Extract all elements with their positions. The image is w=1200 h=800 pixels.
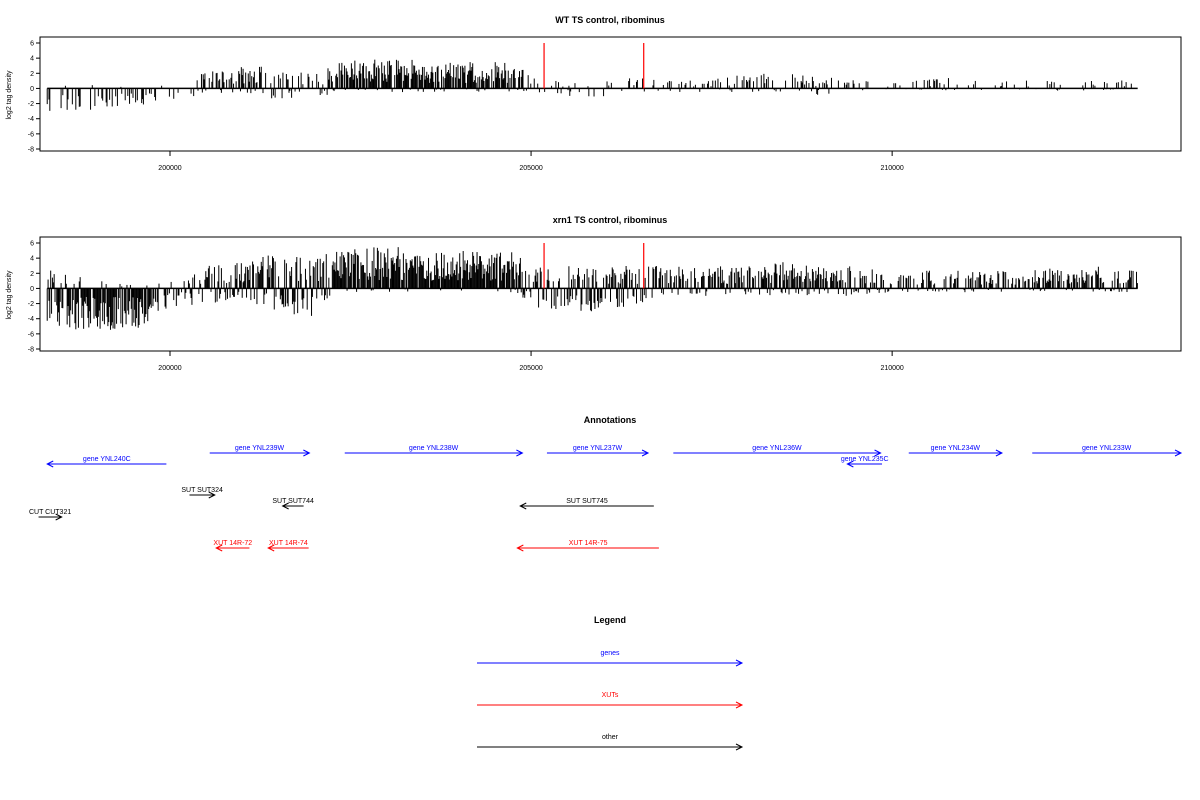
feature-arrow-head <box>516 544 524 552</box>
feature-arrow-head <box>519 502 527 510</box>
feature-xut: XUT 14R-74 <box>267 540 309 552</box>
feature-label: SUT SUT744 <box>272 498 314 505</box>
xrn1-y-tick-label: -4 <box>28 316 34 323</box>
feature-arrow-head <box>267 544 275 552</box>
xrn1-y-tick-label: -6 <box>28 331 34 338</box>
feature-arrow-head <box>1174 449 1183 457</box>
feature-arrow-head <box>46 460 54 468</box>
wt-x-tick-label: 210000 <box>880 165 903 172</box>
feature-label: XUT 14R-72 <box>213 540 252 547</box>
feature-gene: gene YNL234W <box>908 445 1004 457</box>
wt-highlights <box>543 43 645 89</box>
xrn1-plot-frame <box>39 236 1182 352</box>
legend-arrow-head <box>735 701 744 709</box>
xrn1-y-axis-label: log2 tag density <box>6 270 13 320</box>
feature-label: XUT 14R-74 <box>269 540 308 547</box>
legend-item: XUTs <box>477 692 744 709</box>
feature-label: gene YNL235C <box>841 456 889 463</box>
feature-label: SUT SUT745 <box>566 498 608 505</box>
legend-item: genes <box>477 650 744 667</box>
wt-y-tick-label: -4 <box>28 116 34 123</box>
wt-x-tick-label: 205000 <box>519 165 542 172</box>
legend-item: other <box>477 734 744 751</box>
wt-x-axis: 200000 205000 210000 <box>158 151 904 172</box>
legend-label: genes <box>600 650 620 657</box>
wt-y-tick-label: 4 <box>30 56 34 63</box>
legend-arrow-head <box>735 659 744 667</box>
feature-label: XUT 14R-75 <box>569 540 608 547</box>
feature-label: gene YNL240C <box>83 456 131 463</box>
feature-label: gene YNL234W <box>931 445 981 452</box>
xrn1-y-tick-label: 6 <box>30 241 34 248</box>
wt-y-tick-label: 0 <box>30 86 34 93</box>
feature-gene: gene YNL235C <box>841 456 889 468</box>
annotation-features: gene YNL240C gene YNL239W gene YNL238W gene… <box>29 445 1183 552</box>
xrn1-y-axis: 6 4 2 0 -2 -4 -6 -8 <box>28 241 40 354</box>
feature-label: gene YNL239W <box>235 445 285 452</box>
wt-panel-title: WT TS control, ribominus <box>555 15 665 25</box>
feature-other: CUT CUT321 <box>29 509 71 521</box>
feature-gene: gene YNL240C <box>46 456 167 468</box>
feature-arrow-head <box>55 513 63 521</box>
feature-other: SUT SUT744 <box>272 498 314 510</box>
wt-y-tick-label: 2 <box>30 71 34 78</box>
wt-y-tick-label: -2 <box>28 101 34 108</box>
wt-y-axis-label: log2 tag density <box>6 70 13 120</box>
feature-arrow-head <box>516 449 524 457</box>
xrn1-panel: xrn1 TS control, ribominus log2 tag dens… <box>6 215 1182 372</box>
xrn1-x-tick-label: 200000 <box>158 365 181 372</box>
xrn1-y-tick-label: 4 <box>30 256 34 263</box>
xrn1-panel-title: xrn1 TS control, ribominus <box>553 215 668 225</box>
xrn1-y-tick-label: 0 <box>30 286 34 293</box>
feature-arrow-head <box>846 460 854 468</box>
annotations-title: Annotations <box>584 415 637 425</box>
feature-arrow-head <box>208 491 216 499</box>
xrn1-bars <box>46 247 1138 330</box>
feature-label: gene YNL237W <box>573 445 623 452</box>
feature-arrow-head <box>303 449 311 457</box>
xrn1-y-tick-label: -8 <box>28 347 34 354</box>
wt-y-axis: 6 4 2 0 -2 -4 -6 -8 <box>28 41 40 154</box>
legend-panel: Legend genes XUTs other <box>477 615 744 751</box>
feature-xut: XUT 14R-75 <box>516 540 659 552</box>
feature-arrow-head <box>215 544 223 552</box>
xrn1-x-tick-label: 205000 <box>519 365 542 372</box>
feature-gene: gene YNL233W <box>1032 445 1183 457</box>
feature-gene: gene YNL238W <box>344 445 524 457</box>
feature-arrow-head <box>281 502 289 510</box>
feature-label: CUT CUT321 <box>29 509 71 516</box>
feature-label: gene YNL236W <box>752 445 802 452</box>
wt-panel: WT TS control, ribominus log2 tag densit… <box>6 15 1182 172</box>
wt-plot-frame <box>39 36 1182 152</box>
feature-label: gene YNL238W <box>409 445 459 452</box>
feature-label: gene YNL233W <box>1082 445 1132 452</box>
xrn1-highlights <box>543 243 645 289</box>
wt-y-tick-label: 6 <box>30 41 34 48</box>
wt-y-tick-label: -6 <box>28 131 34 138</box>
feature-gene: gene YNL239W <box>209 445 311 457</box>
xrn1-y-tick-label: 2 <box>30 271 34 278</box>
feature-arrow-head <box>641 449 650 457</box>
wt-bars <box>46 59 1138 111</box>
legend-label: XUTs <box>602 692 619 699</box>
feature-gene: gene YNL237W <box>546 445 650 457</box>
legend-label: other <box>602 734 619 741</box>
feature-other: SUT SUT745 <box>519 498 654 510</box>
feature-gene: gene YNL236W <box>673 445 882 457</box>
xrn1-y-tick-label: -2 <box>28 301 34 308</box>
legend-items: genes XUTs other <box>477 650 744 751</box>
feature-arrow-head <box>995 449 1004 457</box>
xrn1-x-tick-label: 210000 <box>880 365 903 372</box>
feature-label: SUT SUT324 <box>181 487 223 494</box>
legend-arrow-head <box>735 743 744 751</box>
feature-xut: XUT 14R-72 <box>213 540 252 552</box>
legend-title: Legend <box>594 615 626 625</box>
wt-x-tick-label: 200000 <box>158 165 181 172</box>
xrn1-x-axis: 200000 205000 210000 <box>158 351 904 372</box>
wt-y-tick-label: -8 <box>28 147 34 154</box>
feature-other: SUT SUT324 <box>181 487 223 499</box>
feature-arrow-head <box>874 449 882 457</box>
